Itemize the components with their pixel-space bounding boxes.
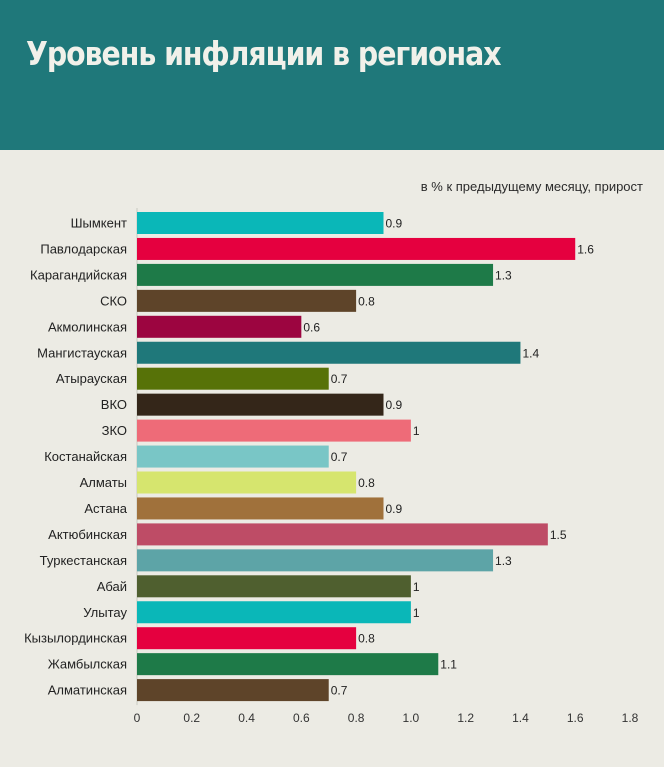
x-tick-label: 0 (134, 711, 141, 725)
value-label: 0.6 (303, 320, 320, 334)
value-label: 1 (413, 606, 420, 620)
chart-subtitle: в % к предыдущему месяцу, прирост (420, 179, 643, 194)
bar (137, 497, 384, 520)
bar (137, 653, 439, 676)
value-label: 0.7 (331, 450, 348, 464)
category-label: Карагандийская (30, 267, 127, 282)
bar (137, 341, 521, 364)
bar (137, 471, 357, 494)
x-tick-label: 1.6 (567, 711, 584, 725)
value-label: 0.7 (331, 684, 348, 698)
x-tick-label: 0.8 (348, 711, 365, 725)
bar (137, 367, 329, 390)
value-label: 1.3 (495, 554, 512, 568)
category-label: ЗКО (102, 423, 127, 438)
value-label: 1.1 (440, 658, 457, 672)
category-label: Туркестанская (40, 553, 127, 568)
x-tick-label: 0.6 (293, 711, 310, 725)
category-label: Мангистауская (37, 345, 127, 360)
category-label: Шымкент (71, 216, 127, 231)
category-label: СКО (100, 293, 127, 308)
value-label: 0.8 (358, 476, 375, 490)
bar (137, 679, 329, 702)
value-label: 0.9 (386, 398, 403, 412)
bar (137, 315, 302, 338)
category-label: Абай (97, 579, 127, 594)
category-label: Павлодарская (40, 241, 127, 256)
bar (137, 549, 494, 572)
value-label: 0.8 (358, 632, 375, 646)
bar (137, 263, 494, 286)
page-title: Уровень инфляции в регионах (26, 34, 502, 73)
value-label: 0.9 (386, 217, 403, 231)
value-label: 1.5 (550, 528, 567, 542)
bar (137, 601, 411, 624)
x-tick-label: 0.4 (238, 711, 255, 725)
bar (137, 419, 411, 442)
category-label: Алматы (80, 475, 127, 490)
x-tick-label: 1.0 (403, 711, 420, 725)
category-label: Костанайская (44, 449, 127, 464)
x-tick-label: 1.2 (457, 711, 474, 725)
category-label: Улытау (83, 605, 127, 620)
bar (137, 237, 576, 260)
header-banner: Уровень инфляции в регионах (0, 0, 664, 150)
x-tick-label: 1.8 (622, 711, 639, 725)
x-tick-label: 0.2 (183, 711, 200, 725)
value-label: 0.8 (358, 294, 375, 308)
value-label: 0.9 (386, 502, 403, 516)
bar (137, 445, 329, 468)
category-label: Алматинская (48, 683, 127, 698)
value-label: 1 (413, 580, 420, 594)
value-label: 1.4 (522, 346, 539, 360)
category-label: ВКО (101, 397, 127, 412)
value-label: 1 (413, 424, 420, 438)
bar (137, 627, 357, 650)
x-tick-label: 1.4 (512, 711, 529, 725)
category-label: Астана (84, 501, 127, 516)
category-label: Жамбылская (48, 657, 127, 672)
bar (137, 212, 384, 234)
bar (137, 523, 548, 546)
category-label: Кызылординская (24, 631, 127, 646)
value-label: 1.3 (495, 268, 512, 282)
category-label: Актюбинская (48, 527, 127, 542)
value-label: 1.6 (577, 242, 594, 256)
bar (137, 575, 411, 598)
category-label: Акмолинская (48, 319, 127, 334)
bar (137, 393, 384, 416)
bar (137, 289, 357, 312)
value-label: 0.7 (331, 372, 348, 386)
category-label: Атырауская (56, 371, 127, 386)
